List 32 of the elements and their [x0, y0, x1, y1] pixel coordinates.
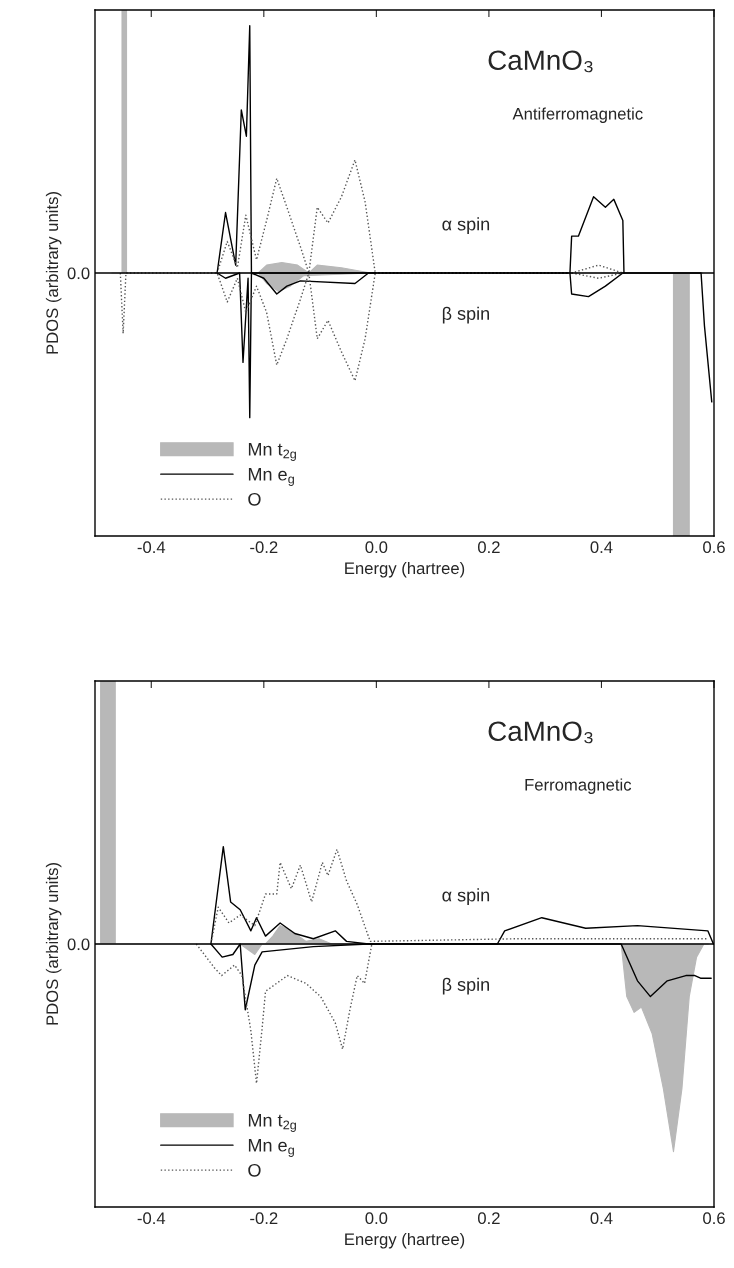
text: Ferromagnetic [525, 778, 632, 794]
x-tick-label: 0.6 [703, 541, 725, 554]
x-tick-label: 0.4 [590, 541, 613, 554]
x-axis-title: Energy (hartree) [345, 1232, 465, 1249]
x-tick-label: 0.4 [590, 1212, 613, 1225]
x-tick-label: 0.2 [477, 1212, 500, 1225]
x-axis-title: Energy (hartree) [345, 561, 465, 578]
text: 0.0 [67, 938, 90, 951]
legend-label: O [248, 1163, 261, 1177]
annotation: α spin [442, 888, 490, 906]
text: CaMnO₃ [488, 721, 593, 744]
x-tick-label: 0.6 [703, 1212, 725, 1225]
x-tick-label: 0.0 [365, 541, 388, 554]
x-tick-label: 0.0 [365, 1212, 388, 1225]
legend-label: Mn e$_{g}$ [248, 468, 294, 486]
annotation: β spin [442, 977, 489, 995]
x-tick-label: 0.2 [477, 541, 500, 554]
x-tick-label: -0.2 [250, 541, 278, 554]
legend-label: Mn e$_{g}$ [248, 1139, 294, 1157]
text: CaMnO₃ [488, 50, 593, 73]
x-tick-label: -0.4 [137, 541, 166, 554]
text: 0.0 [67, 267, 90, 280]
legend-label: O [248, 492, 261, 506]
annotation: β spin [442, 306, 489, 324]
y-axis-title: PDOS (arbitrary units) [45, 192, 62, 354]
y-axis-title: PDOS (arbitrary units) [45, 863, 62, 1025]
legend-label: Mn t$_{2g}$ [248, 443, 296, 461]
legend-label: Mn t$_{2g}$ [248, 1114, 296, 1132]
x-tick-label: -0.2 [250, 1212, 278, 1225]
text: Antiferromagnetic [512, 107, 643, 123]
x-tick-label: -0.4 [137, 1212, 166, 1225]
annotation: α spin [442, 217, 490, 235]
